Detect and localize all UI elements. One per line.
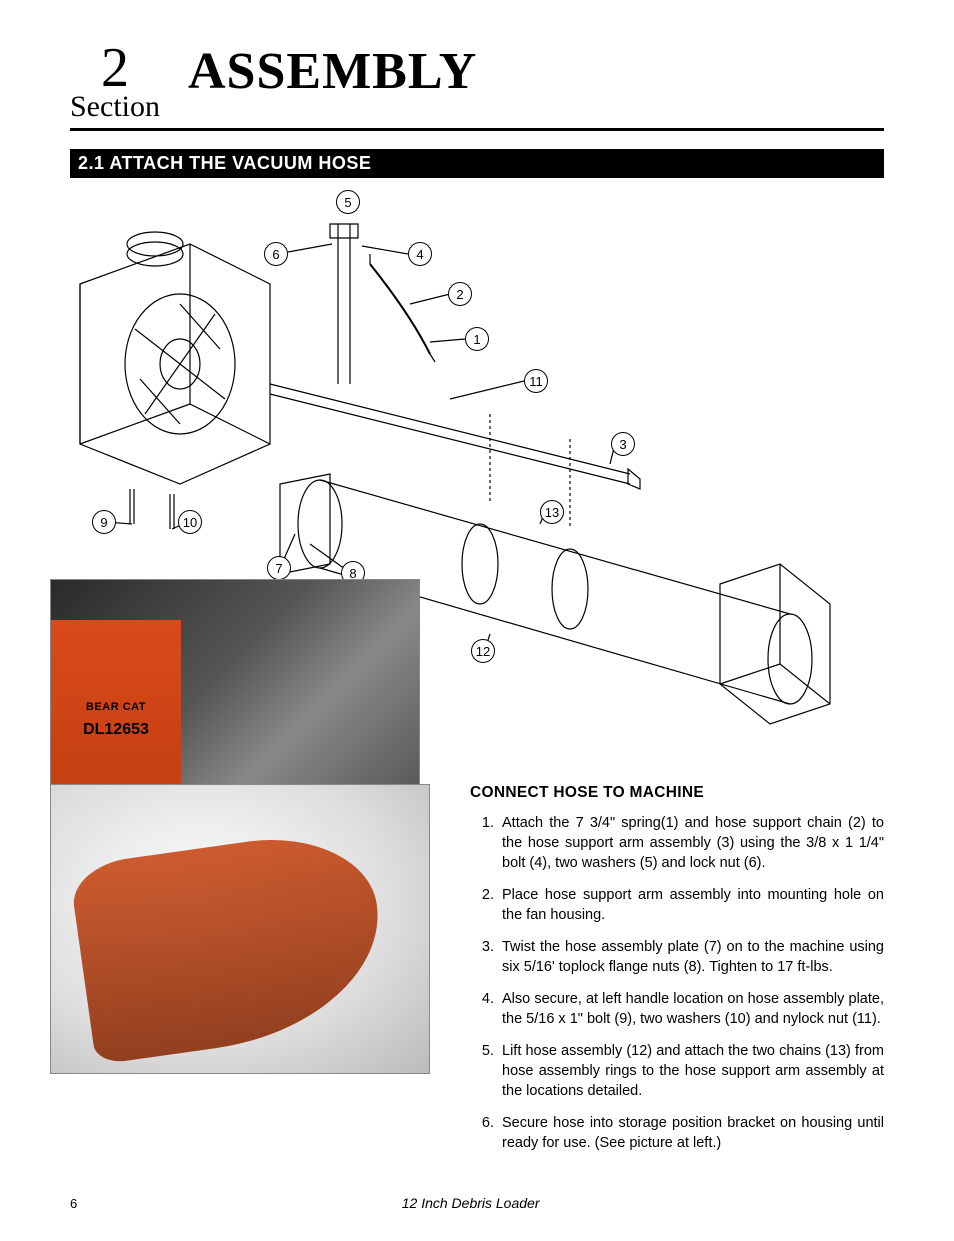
section-number-block: 2 Section	[70, 40, 160, 122]
instruction-step: Secure hose into storage position bracke…	[498, 1113, 884, 1153]
brand-label: BEAR CAT	[86, 701, 146, 713]
subsection-bar: 2.1 ATTACH THE VACUUM HOSE	[70, 149, 884, 178]
page-number: 6	[70, 1196, 77, 1211]
model-label: DL12653	[83, 721, 149, 739]
instruction-step: Lift hose assembly (12) and attach the t…	[498, 1041, 884, 1101]
callout-12: 12	[471, 639, 495, 663]
footer-doc-title: 12 Inch Debris Loader	[77, 1195, 864, 1211]
callout-11: 11	[524, 369, 548, 393]
callout-4: 4	[408, 242, 432, 266]
instructions-heading: CONNECT HOSE TO MACHINE	[470, 782, 884, 803]
callout-3: 3	[611, 432, 635, 456]
callout-13: 13	[540, 500, 564, 524]
instruction-step: Place hose support arm assembly into mou…	[498, 885, 884, 925]
callout-7: 7	[267, 556, 291, 580]
callout-1: 1	[465, 327, 489, 351]
section-word: Section	[70, 92, 160, 122]
instruction-step: Also secure, at left handle location on …	[498, 989, 884, 1029]
section-header: 2 Section Assembly	[70, 40, 884, 131]
section-number: 2	[101, 40, 129, 96]
page-footer: 6 12 Inch Debris Loader	[70, 1195, 884, 1211]
callout-5: 5	[336, 190, 360, 214]
callout-10: 10	[178, 510, 202, 534]
instruction-step: Attach the 7 3/4" spring(1) and hose sup…	[498, 813, 884, 873]
callout-2: 2	[448, 282, 472, 306]
assembly-diagram: 12345678910111213 BEAR CAT DL12653	[70, 184, 884, 774]
photo-assembled-unit	[50, 784, 430, 1074]
callout-6: 6	[264, 242, 288, 266]
instructions-list: Attach the 7 3/4" spring(1) and hose sup…	[470, 813, 884, 1153]
page-title: Assembly	[188, 46, 477, 98]
instruction-step: Twist the hose assembly plate (7) on to …	[498, 937, 884, 977]
callout-9: 9	[92, 510, 116, 534]
